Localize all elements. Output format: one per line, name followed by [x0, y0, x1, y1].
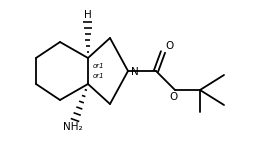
Text: O: O	[165, 41, 173, 51]
Text: N: N	[131, 67, 139, 77]
Text: H: H	[84, 10, 92, 20]
Text: or1: or1	[93, 73, 105, 79]
Text: NH₂: NH₂	[63, 122, 83, 132]
Text: O: O	[170, 92, 178, 102]
Text: or1: or1	[93, 63, 105, 69]
